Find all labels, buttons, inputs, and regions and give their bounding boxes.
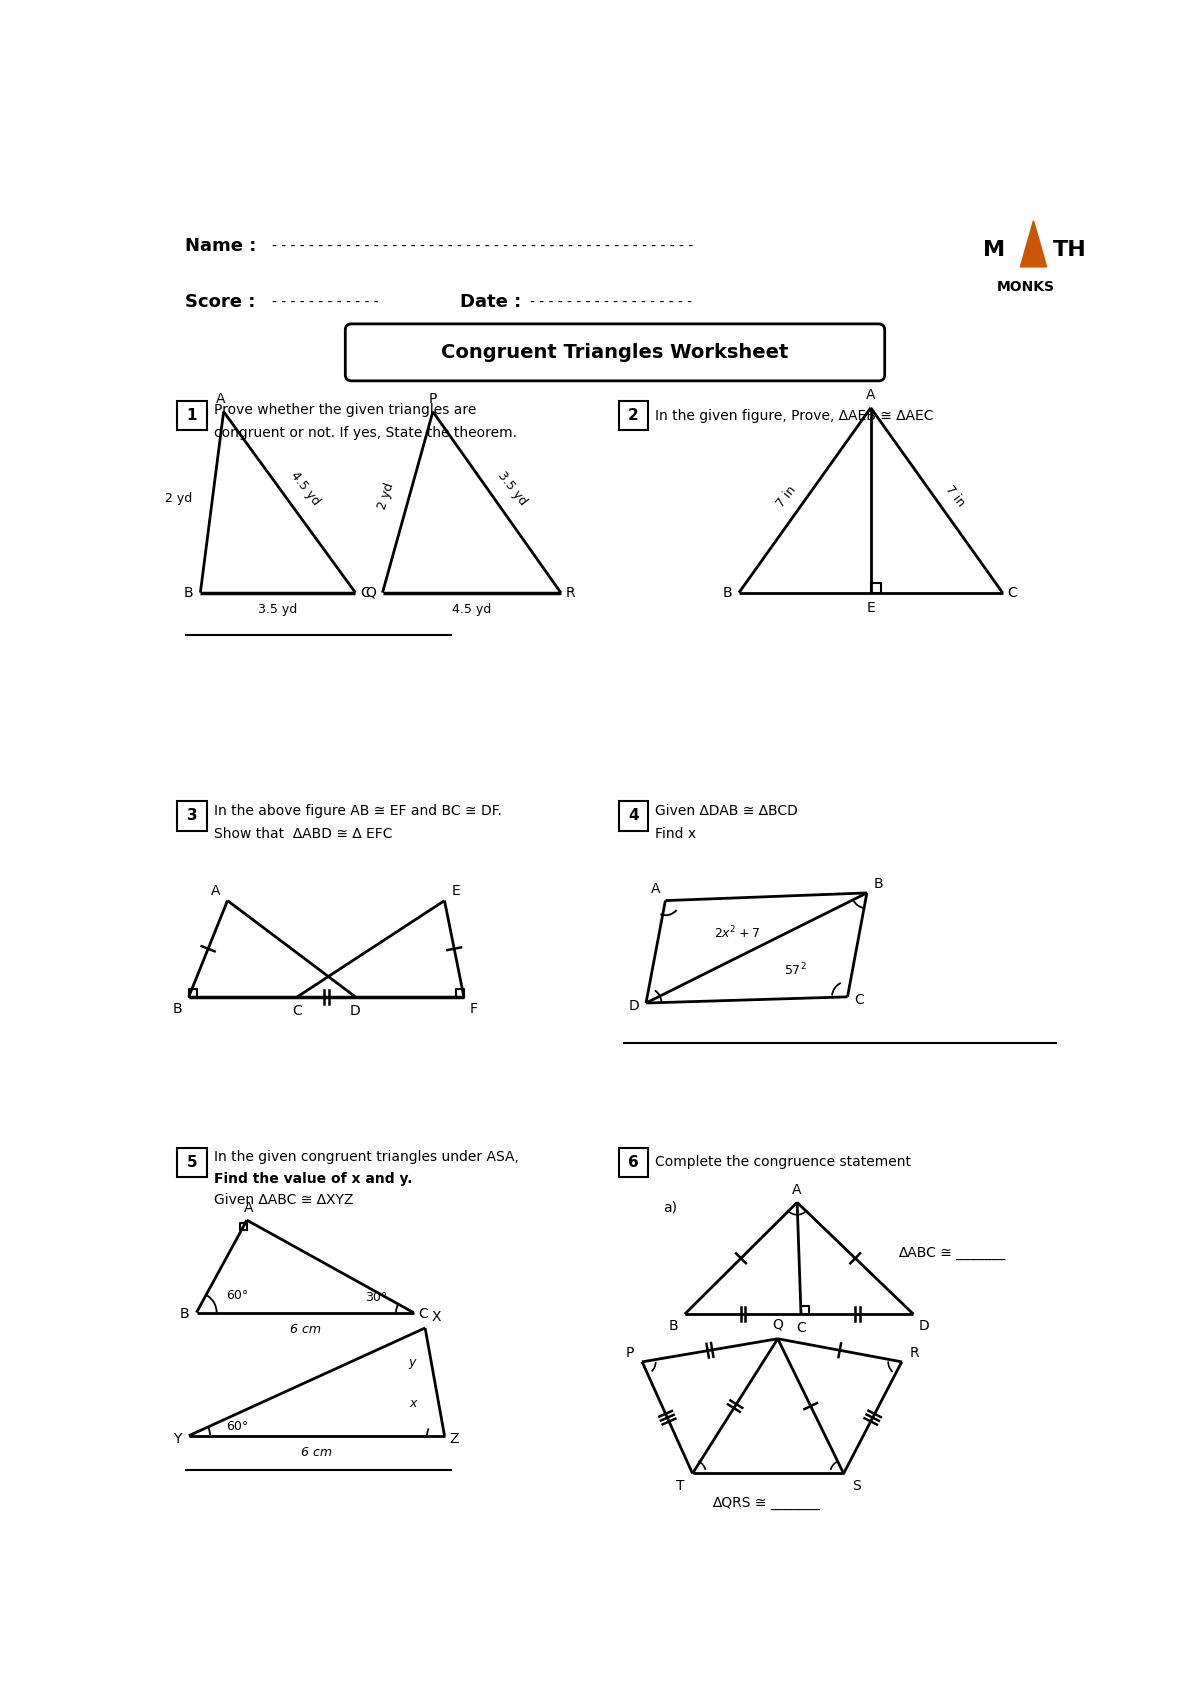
Text: C: C [796,1321,806,1335]
Text: $2x^2+ 7$: $2x^2+ 7$ [714,924,760,941]
Text: y: y [408,1357,415,1369]
Text: F: F [469,1002,478,1015]
Text: C: C [1008,586,1018,599]
Text: B: B [180,1307,190,1321]
Text: C: C [360,586,370,599]
Text: 4: 4 [629,808,638,824]
Text: T: T [676,1479,684,1493]
Text: Q: Q [773,1318,784,1331]
Text: Y: Y [173,1431,181,1445]
FancyBboxPatch shape [178,801,206,830]
Text: ∆QRS ≅ _______: ∆QRS ≅ _______ [712,1496,820,1510]
Text: B: B [874,876,883,891]
Text: 2: 2 [629,408,638,423]
Text: A: A [792,1184,802,1197]
Text: 3.5 yd: 3.5 yd [496,469,529,508]
FancyBboxPatch shape [346,324,884,380]
Text: 2 yd: 2 yd [376,481,396,511]
Text: C: C [293,1004,302,1017]
Text: S: S [852,1479,860,1493]
Text: E: E [451,885,461,898]
Text: D: D [629,998,638,1014]
Text: R: R [565,586,575,599]
Text: D: D [919,1319,930,1333]
Text: A: A [211,885,221,898]
Text: TH: TH [1052,239,1087,260]
Text: - - - - - - - - - - - - - - - - - - - - - - - - - - - - - - - - - - - - - - - - : - - - - - - - - - - - - - - - - - - - - … [272,239,694,253]
Text: A: A [652,881,661,897]
Text: In the given figure, Prove, ∆AEB ≅ ∆AEC: In the given figure, Prove, ∆AEB ≅ ∆AEC [655,409,934,423]
Text: Show that  ∆ABD ≅ ∆ EFC: Show that ∆ABD ≅ ∆ EFC [214,827,392,841]
Text: Find x: Find x [655,827,696,841]
FancyBboxPatch shape [178,401,206,430]
Text: MONKS: MONKS [997,280,1055,294]
Text: X: X [432,1311,442,1324]
Text: M: M [983,239,1006,260]
FancyBboxPatch shape [178,1148,206,1177]
Text: Given ∆ABC ≅ ∆XYZ: Given ∆ABC ≅ ∆XYZ [214,1194,353,1207]
Text: B: B [722,586,732,599]
Text: 6 cm: 6 cm [289,1323,320,1336]
Text: A: A [244,1200,253,1214]
Text: Complete the congruence statement: Complete the congruence statement [655,1155,911,1170]
Text: 2 yd: 2 yd [166,492,192,504]
Text: congruent or not. If yes, State the theorem.: congruent or not. If yes, State the theo… [214,426,516,440]
Text: 4.5 yd: 4.5 yd [452,603,491,616]
Text: 3.5 yd: 3.5 yd [258,603,298,616]
Text: 1: 1 [187,408,197,423]
Text: 6 cm: 6 cm [301,1447,332,1459]
Text: A: A [866,389,876,402]
Text: B: B [668,1319,678,1333]
Text: 30°: 30° [366,1290,388,1304]
Text: B: B [173,1002,182,1015]
Text: Score :: Score : [185,292,256,311]
FancyBboxPatch shape [619,401,648,430]
Text: P: P [625,1345,634,1360]
Text: Z: Z [450,1431,460,1445]
Text: 60°: 60° [226,1289,248,1302]
Text: In the given congruent triangles under ASA,: In the given congruent triangles under A… [214,1150,518,1165]
Text: - - - - - - - - - - - -: - - - - - - - - - - - - [272,294,379,309]
Text: B: B [184,586,193,599]
FancyBboxPatch shape [619,801,648,830]
Text: R: R [910,1345,919,1360]
Text: D: D [350,1004,361,1017]
Text: A: A [216,392,226,406]
Text: - - - - - - - - - - - - - - - - - -: - - - - - - - - - - - - - - - - - - [529,294,692,309]
Text: 3: 3 [186,808,197,824]
Text: Q: Q [366,586,377,599]
Text: a): a) [664,1200,677,1214]
FancyBboxPatch shape [619,1148,648,1177]
Polygon shape [1020,221,1046,267]
Text: 4.5 yd: 4.5 yd [288,469,323,508]
Text: C: C [418,1307,427,1321]
Text: 60°: 60° [226,1420,248,1433]
Text: Prove whether the given triangles are: Prove whether the given triangles are [214,402,476,418]
Text: ∆ABC ≅ _______: ∆ABC ≅ _______ [898,1246,1006,1260]
Text: $57^2$: $57^2$ [784,961,806,978]
Text: Find the value of x and y.: Find the value of x and y. [214,1172,412,1185]
Text: E: E [866,601,875,615]
Text: C: C [854,993,864,1007]
Text: P: P [428,392,437,406]
Text: 7 in: 7 in [774,484,798,509]
Text: 5: 5 [186,1155,197,1170]
Text: Congruent Triangles Worksheet: Congruent Triangles Worksheet [442,343,788,362]
Text: Date :: Date : [460,292,521,311]
Text: Given ∆DAB ≅ ∆BCD: Given ∆DAB ≅ ∆BCD [655,803,798,817]
Text: 7 in: 7 in [943,484,967,509]
Text: Name :: Name : [185,238,257,255]
Text: 6: 6 [629,1155,638,1170]
Text: x: x [409,1397,418,1409]
Text: In the above figure AB ≅ EF and BC ≅ DF.: In the above figure AB ≅ EF and BC ≅ DF. [214,803,502,817]
